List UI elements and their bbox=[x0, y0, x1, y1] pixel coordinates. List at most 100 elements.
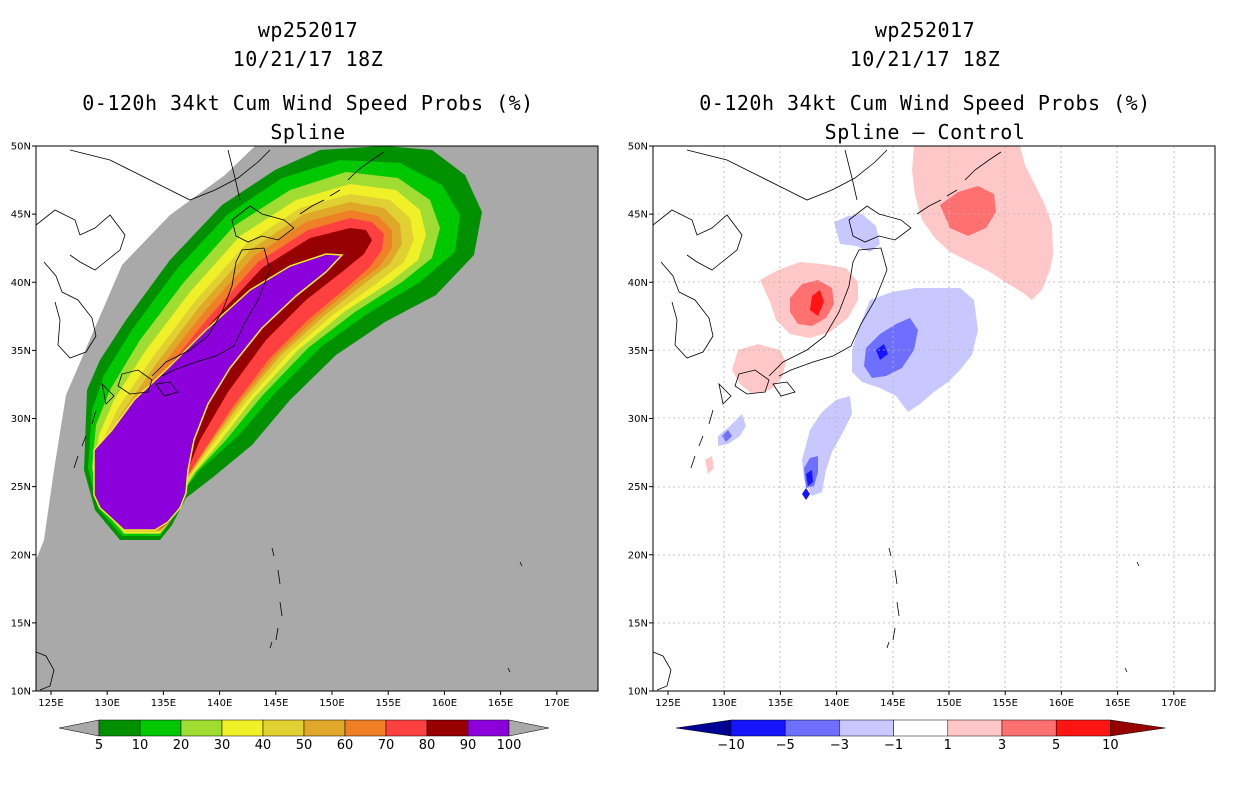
colorbar-swatch bbox=[784, 719, 840, 737]
left-lat-axis: 50N 45N 40N 35N 30N 25N 20N 15N 10N bbox=[11, 142, 36, 698]
colorbar-label: 30 bbox=[214, 738, 231, 753]
colorbar-high-arrow bbox=[508, 719, 550, 737]
lat-tick-label: 20N bbox=[628, 550, 648, 561]
lat-tick-label: 30N bbox=[11, 414, 31, 425]
right-lon-axis: 125E 130E 135E 140E 145E 150E 155E 160E 165E 170E bbox=[655, 691, 1187, 709]
right-map-background bbox=[653, 146, 1215, 691]
right-map: 50N 45N 40N 35N 30N 25N 20N 15N 10N 125E 130E 135E… bbox=[628, 142, 1216, 709]
colorbar-low-arrow bbox=[58, 719, 100, 737]
left-product-title: 0-120h 34kt Cum Wind Speed Probs (%) bbox=[82, 91, 534, 115]
lat-tick-label: 25N bbox=[11, 482, 31, 493]
colorbar-low-arrow bbox=[675, 719, 732, 737]
colorbar-label: 100 bbox=[497, 738, 522, 753]
lon-tick-label: 125E bbox=[655, 698, 680, 709]
lat-tick-label: 10N bbox=[628, 687, 648, 698]
lon-tick-label: 160E bbox=[1049, 698, 1074, 709]
left-colorbar: 5 10 20 30 40 50 60 70 80 90 100 bbox=[58, 719, 550, 753]
lat-tick-label: 45N bbox=[11, 210, 31, 221]
lon-tick-label: 145E bbox=[263, 698, 288, 709]
colorbar-swatch bbox=[730, 719, 786, 737]
colorbar-label: 5 bbox=[1052, 738, 1060, 753]
lon-tick-label: 130E bbox=[711, 698, 736, 709]
lat-tick-label: 50N bbox=[11, 142, 31, 153]
right-coastlines bbox=[653, 149, 1140, 691]
colorbar-label: −5 bbox=[776, 738, 795, 753]
colorbar-label: 1 bbox=[944, 738, 952, 753]
lon-tick-label: 165E bbox=[488, 698, 513, 709]
colorbar-swatch bbox=[947, 719, 1003, 737]
lat-tick-label: 45N bbox=[628, 210, 648, 221]
colorbar-swatch bbox=[893, 719, 949, 737]
colorbar-swatch bbox=[839, 719, 894, 737]
colorbar-swatch bbox=[1055, 719, 1111, 737]
lon-tick-label: 165E bbox=[1105, 698, 1130, 709]
right-lat-axis: 50N 45N 40N 35N 30N 25N 20N 15N 10N bbox=[628, 142, 653, 698]
colorbar-swatch bbox=[344, 719, 387, 737]
colorbar-label: 70 bbox=[378, 738, 395, 753]
colorbar-label: −1 bbox=[884, 738, 903, 753]
colorbar-label: −10 bbox=[717, 738, 744, 753]
lat-tick-label: 25N bbox=[628, 482, 648, 493]
colorbar-swatch bbox=[180, 719, 223, 737]
colorbar-label: 10 bbox=[1102, 738, 1119, 753]
colorbar-label: 5 bbox=[95, 738, 103, 753]
colorbar-high-arrow bbox=[1110, 719, 1166, 737]
lon-tick-label: 135E bbox=[768, 698, 793, 709]
lon-tick-label: 150E bbox=[936, 698, 961, 709]
left-probability-swath bbox=[36, 146, 482, 560]
left-subtitle: Spline bbox=[270, 120, 346, 144]
colorbar-label: 40 bbox=[255, 738, 272, 753]
lon-tick-label: 155E bbox=[375, 698, 400, 709]
right-subtitle: Spline – Control bbox=[824, 120, 1026, 144]
lon-tick-label: 170E bbox=[1161, 698, 1186, 709]
colorbar-label: 20 bbox=[173, 738, 190, 753]
lat-tick-label: 10N bbox=[11, 687, 31, 698]
lat-tick-label: 30N bbox=[628, 414, 648, 425]
colorbar-swatch bbox=[98, 719, 141, 737]
lat-tick-label: 35N bbox=[11, 346, 31, 357]
colorbar-label: 50 bbox=[296, 738, 313, 753]
right-colorbar: −10 −5 −3 −1 1 3 5 10 bbox=[675, 719, 1166, 753]
lon-tick-label: 125E bbox=[38, 698, 63, 709]
colorbar-label: 80 bbox=[419, 738, 436, 753]
colorbar-swatch bbox=[1001, 719, 1057, 737]
lon-tick-label: 170E bbox=[544, 698, 569, 709]
colorbar-swatch bbox=[385, 719, 428, 737]
right-storm-id: wp252017 bbox=[874, 18, 976, 42]
lat-tick-label: 50N bbox=[628, 142, 648, 153]
colorbar-swatch bbox=[262, 719, 305, 737]
lat-tick-label: 40N bbox=[628, 278, 648, 289]
colorbar-swatch bbox=[221, 719, 264, 737]
left-lon-axis: 125E 130E 135E 140E 145E 150E 155E 160E 165E 170E bbox=[38, 691, 570, 709]
right-difference-field bbox=[705, 146, 1053, 500]
lon-tick-label: 130E bbox=[94, 698, 119, 709]
colorbar-swatch bbox=[303, 719, 346, 737]
lon-tick-label: 140E bbox=[207, 698, 232, 709]
left-coastlines bbox=[36, 149, 523, 691]
left-map: 50N 45N 40N 35N 30N 25N 20N 15N 10N 125E 130E 135E… bbox=[11, 142, 599, 709]
left-datetime: 10/21/17 18Z bbox=[232, 47, 384, 71]
colorbar-label: 90 bbox=[460, 738, 477, 753]
lat-tick-label: 20N bbox=[11, 550, 31, 561]
lon-tick-label: 135E bbox=[151, 698, 176, 709]
lat-tick-label: 15N bbox=[11, 618, 31, 629]
right-product-title: 0-120h 34kt Cum Wind Speed Probs (%) bbox=[699, 91, 1151, 115]
colorbar-swatch bbox=[139, 719, 182, 737]
lon-tick-label: 140E bbox=[824, 698, 849, 709]
lon-tick-label: 155E bbox=[992, 698, 1017, 709]
lat-tick-label: 40N bbox=[11, 278, 31, 289]
lat-tick-label: 15N bbox=[628, 618, 648, 629]
colorbar-swatch bbox=[426, 719, 469, 737]
lon-tick-label: 150E bbox=[319, 698, 344, 709]
colorbar-label: 3 bbox=[998, 738, 1006, 753]
colorbar-label: 60 bbox=[337, 738, 354, 753]
colorbar-label: −3 bbox=[830, 738, 849, 753]
right-gridlines bbox=[653, 146, 1215, 691]
colorbar-label: 10 bbox=[132, 738, 149, 753]
lon-tick-label: 160E bbox=[432, 698, 457, 709]
right-datetime: 10/21/17 18Z bbox=[849, 47, 1001, 71]
colorbar-swatch bbox=[467, 719, 510, 737]
lat-tick-label: 35N bbox=[628, 346, 648, 357]
lon-tick-label: 145E bbox=[880, 698, 905, 709]
